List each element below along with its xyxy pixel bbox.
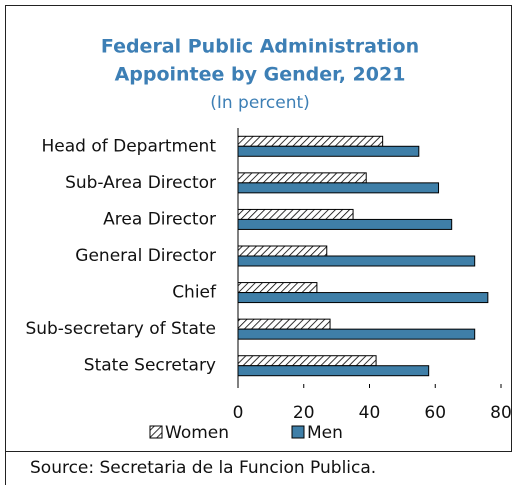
- bar: [237, 135, 384, 147]
- x-tick-label: 0: [233, 403, 244, 423]
- legend-swatch: [149, 425, 163, 439]
- y-tick-label: Sub-secretary of State: [25, 319, 216, 339]
- legend-swatch: [291, 425, 305, 439]
- bar: [237, 318, 331, 330]
- chart-title: Appointee by Gender, 2021: [115, 64, 406, 86]
- x-tick-label: 80: [490, 403, 512, 423]
- y-tick-label: Sub-Area Director: [65, 173, 216, 193]
- x-tick-label: 60: [424, 403, 446, 423]
- y-tick-label: State Secretary: [84, 356, 216, 376]
- x-tick-label: 40: [359, 403, 381, 423]
- bar: [237, 218, 453, 230]
- bar: [237, 172, 367, 184]
- bar: [237, 292, 489, 304]
- chart-title: Federal Public Administration: [101, 36, 419, 58]
- bar: [237, 282, 318, 294]
- y-tick-label: Chief: [172, 283, 217, 303]
- bar: [237, 365, 430, 377]
- frame: [5, 5, 512, 452]
- bar: [237, 182, 440, 194]
- bar: [237, 328, 476, 340]
- y-tick-label: Area Director: [103, 209, 216, 229]
- x-tick-label: 20: [293, 403, 315, 423]
- legend-label: Men: [307, 423, 343, 443]
- y-tick-label: Head of Department: [41, 136, 216, 156]
- bar: [237, 208, 354, 220]
- chart-subtitle: (In percent): [210, 93, 310, 113]
- source: Source: Secretaria de la Funcion Publica…: [30, 458, 376, 478]
- bar: [237, 255, 476, 267]
- y-tick-label: General Director: [75, 246, 216, 266]
- bar: [237, 145, 420, 157]
- bar: [237, 355, 377, 367]
- legend-label: Women: [165, 423, 229, 443]
- bar: [237, 245, 328, 257]
